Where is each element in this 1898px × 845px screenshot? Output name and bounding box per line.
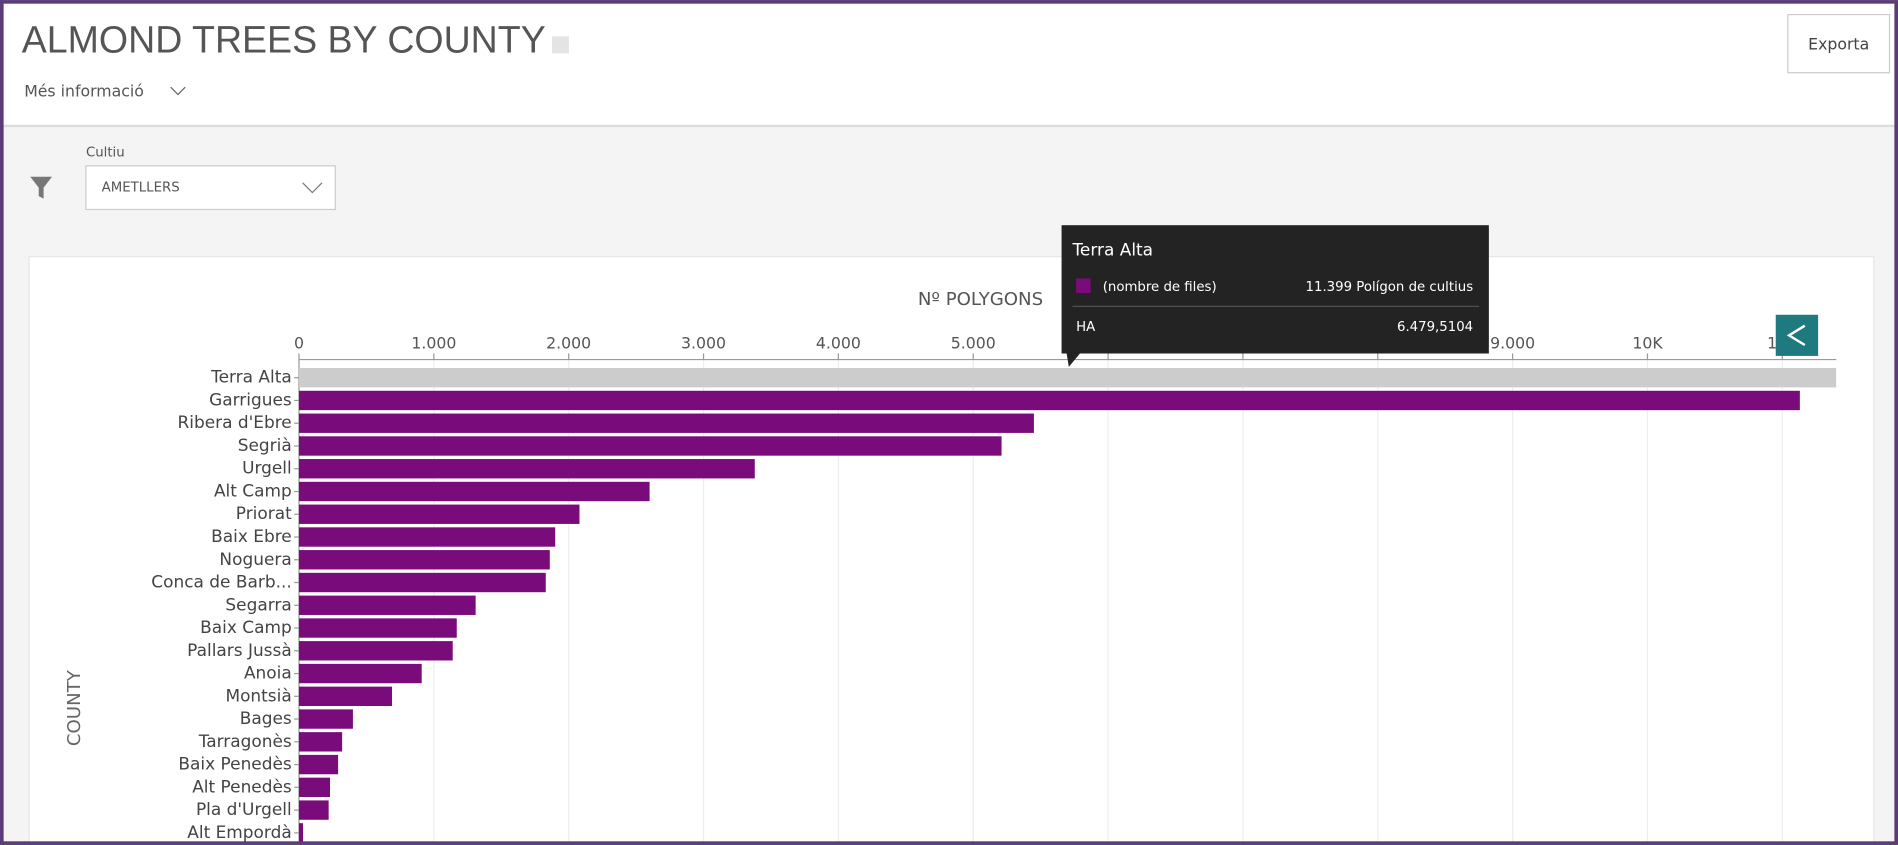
y-tick-label: Segarra	[225, 594, 291, 614]
filter-select[interactable]	[85, 165, 336, 211]
y-tick-label: Noguera	[219, 549, 291, 569]
y-tick-label: Anoia	[244, 663, 292, 683]
x-tick-label: 9.000	[1490, 333, 1535, 352]
bar	[298, 572, 546, 593]
bar	[298, 368, 1837, 388]
x-tick-label: 2.000	[546, 333, 591, 352]
x-tick-label: 4.000	[816, 333, 861, 352]
bar	[298, 686, 393, 706]
x-tick-label: 3.000	[681, 333, 726, 352]
y-tick-label: Baix Camp	[200, 617, 292, 637]
filter-icon	[30, 176, 53, 199]
tooltip-value: 11.399 Polígon de cultius	[1306, 279, 1474, 295]
y-tick-label: Conca de Barb...	[151, 572, 291, 592]
tooltip-title: Terra Alta	[1071, 240, 1153, 260]
bar	[298, 390, 1800, 411]
filter-label: Cultiu	[86, 146, 125, 161]
chevron	[170, 86, 186, 96]
share-icon	[1786, 324, 1806, 347]
bar	[298, 459, 755, 479]
bar	[298, 504, 580, 524]
x-tick-label: 1.000	[411, 333, 456, 352]
bar	[298, 413, 1034, 433]
y-tick-label: Pallars Jussà	[187, 640, 292, 660]
plot: 01.0002.0003.0004.0005.0006.0007.0008.00…	[151, 333, 1837, 845]
x-tick-label: 0	[294, 333, 304, 352]
bar	[298, 481, 650, 502]
y-tick-label: Urgell	[242, 458, 292, 478]
bar	[298, 436, 1002, 456]
y-tick-label: Montsià	[225, 685, 291, 705]
y-tick-label: Ribera d'Ebre	[177, 412, 291, 432]
y-tick-label: Terra Alta	[210, 367, 292, 387]
bar	[298, 527, 556, 547]
y-tick-label: Segrià	[238, 435, 292, 455]
bar	[298, 550, 550, 570]
y-tick-label: Baix Penedès	[178, 754, 291, 774]
bar	[298, 618, 457, 638]
x-tick-label: 10K	[1632, 333, 1663, 352]
y-tick-label: Alt Empordà	[187, 822, 291, 842]
tooltip-series: (nombre de files)	[1103, 280, 1217, 295]
more-info[interactable]: Més informació	[24, 82, 144, 101]
bar	[298, 709, 353, 729]
y-axis-label: COUNTY	[64, 669, 85, 746]
y-tick-label: Alt Camp	[214, 480, 292, 500]
bar	[298, 663, 422, 684]
y-tick-label: Alt Penedès	[192, 776, 292, 796]
y-tick-label: Bages	[240, 708, 292, 728]
y-tick-label: Garrigues	[209, 389, 292, 409]
bar	[298, 823, 304, 843]
overlay: Terra Alta (nombre de files) 11.399 Polí…	[1061, 225, 1819, 367]
share-button[interactable]	[1775, 314, 1819, 356]
tooltip-extra-value: 6.479,5104	[1397, 320, 1473, 335]
bar	[298, 800, 329, 820]
bar	[298, 732, 343, 752]
tooltip-arrow	[1066, 352, 1081, 367]
y-tick-label: Tarragonès	[198, 731, 292, 751]
y-tick-label: Pla d'Urgell	[196, 799, 292, 819]
export-button[interactable]	[1787, 13, 1891, 74]
bar	[298, 754, 339, 775]
x-tick-label: 5.000	[951, 333, 996, 352]
tooltip-extra-label: HA	[1076, 320, 1095, 335]
bar	[298, 595, 476, 615]
y-tick-label: Baix Ebre	[211, 526, 292, 546]
page-title: ALMOND TREES BY COUNTY	[22, 18, 546, 60]
chart-title: Nº POLYGONS	[918, 289, 1043, 310]
bar	[298, 641, 453, 661]
export-label[interactable]: Exporta	[1808, 34, 1869, 53]
y-tick-label: Priorat	[236, 503, 292, 523]
chevron	[302, 182, 323, 194]
filter-value[interactable]: AMETLLERS	[102, 181, 180, 196]
tooltip-swatch	[1076, 278, 1091, 293]
tooltip	[1061, 225, 1489, 354]
bar	[298, 777, 330, 798]
title-icon	[551, 36, 569, 54]
